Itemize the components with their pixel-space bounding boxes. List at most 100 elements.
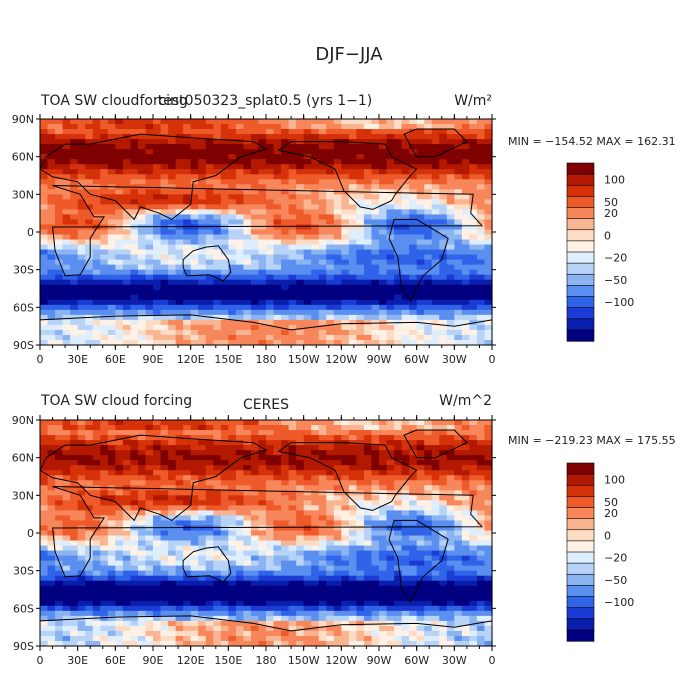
map-cell (85, 284, 94, 291)
map-cell (100, 595, 109, 602)
map-cell (47, 294, 56, 301)
map-cell (62, 550, 71, 557)
map-cell (137, 279, 147, 286)
map-cell (386, 420, 395, 426)
map-cell (250, 299, 260, 306)
map-cell (62, 420, 71, 426)
map-cell (153, 585, 162, 592)
map-cell (250, 550, 260, 557)
map-cell (303, 455, 312, 461)
map-cell (379, 520, 388, 527)
map-cell (303, 530, 312, 537)
map-cell (137, 420, 147, 426)
map-cell (356, 279, 365, 286)
map-cell (258, 565, 267, 572)
map-cell (122, 309, 131, 316)
map-cell (356, 314, 365, 321)
map-cell (416, 259, 425, 266)
map-cell (288, 485, 297, 491)
map-cell (416, 229, 425, 236)
map-cell (431, 209, 440, 216)
map-cell (363, 525, 373, 532)
map-cell (160, 505, 169, 511)
map-cell (446, 319, 455, 326)
map-cell (153, 480, 162, 486)
map-cell (476, 249, 486, 256)
map-cell (213, 334, 222, 341)
map-cell (318, 179, 327, 185)
map-cell (183, 219, 192, 226)
map-cell (130, 119, 139, 125)
map-cell (130, 194, 139, 200)
map-cell (107, 279, 116, 286)
map-cell (92, 585, 101, 592)
map-cell (92, 184, 101, 190)
map-cell (175, 199, 184, 205)
map-cell (213, 294, 222, 301)
map-cell (107, 600, 116, 607)
map-cell (296, 590, 305, 597)
map-cell (70, 209, 79, 216)
map-cell (85, 294, 94, 301)
map-cell (213, 500, 222, 506)
map-cell (115, 174, 124, 180)
map-cell (446, 164, 455, 170)
map-cell (107, 550, 116, 557)
map-cell (454, 119, 463, 125)
map-cell (476, 209, 486, 216)
map-cell (100, 450, 109, 456)
map-cell (92, 254, 101, 261)
map-cell (288, 475, 297, 481)
map-cell (311, 294, 320, 301)
map-cell (379, 530, 388, 537)
map-cell (379, 204, 388, 210)
map-cell (40, 224, 49, 231)
map-cell (40, 184, 49, 190)
map-cell (266, 119, 275, 125)
map-cell (439, 129, 448, 135)
map-cell (484, 229, 493, 236)
map-cell (190, 189, 199, 195)
map-cell (296, 490, 305, 496)
map-cell (62, 129, 71, 135)
map-cell (77, 605, 86, 612)
map-cell (454, 570, 463, 577)
map-cell (250, 194, 260, 200)
map-cell (379, 535, 388, 542)
map-cell (220, 505, 229, 511)
map-cell (348, 570, 357, 577)
map-cell (250, 209, 260, 216)
map-cell (311, 430, 320, 436)
map-cell (213, 219, 222, 226)
map-cell (175, 149, 184, 155)
map-cell (213, 194, 222, 200)
map-cell (205, 495, 214, 501)
map-cell (160, 179, 169, 185)
map-cell (62, 490, 71, 496)
map-cell (454, 580, 463, 587)
map-cell (243, 174, 252, 180)
map-cell (416, 244, 425, 251)
map-cell (469, 239, 478, 246)
map-cell (47, 234, 56, 241)
map-cell (318, 144, 327, 150)
map-cell (439, 214, 448, 221)
map-cell (250, 430, 260, 436)
map-cell (386, 470, 395, 476)
map-cell (115, 279, 124, 286)
map-cell (130, 254, 139, 261)
map-cell (55, 575, 64, 582)
map-cell (371, 555, 380, 562)
map-cell (469, 294, 478, 301)
map-cell (386, 284, 395, 291)
map-cell (311, 505, 320, 511)
map-cell (228, 570, 237, 577)
map-cell (137, 595, 147, 602)
map-cell (70, 194, 79, 200)
map-cell (62, 430, 71, 436)
map-cell (333, 450, 342, 456)
map-cell (379, 159, 388, 165)
map-cell (348, 299, 357, 306)
map-cell (296, 274, 305, 281)
map-cell (85, 179, 94, 185)
